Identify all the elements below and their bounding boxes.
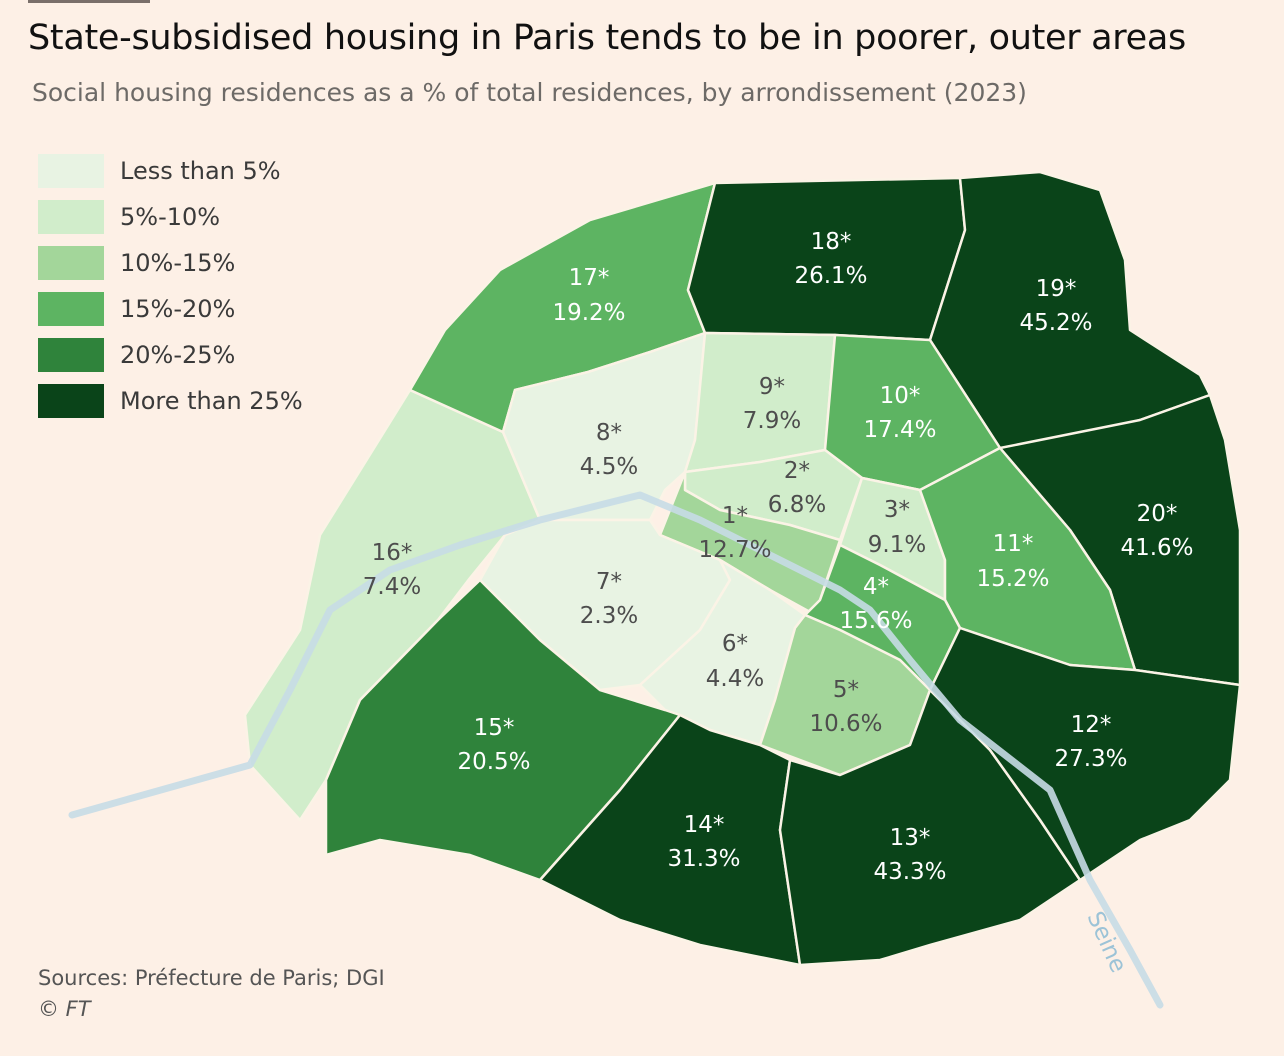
label-arr-14: 14* 31.3% [667,812,740,872]
label-arr-6: 6* 4.4% [706,631,764,692]
legend-swatch [38,292,104,326]
legend-label: 20%-25% [120,341,236,369]
arr-number: 18* [811,229,852,255]
arr-number: 10* [880,383,921,409]
arr-value: 27.3% [1054,746,1127,772]
arr-number: 5* [833,677,859,703]
top-rule [28,0,150,3]
label-arr-8: 8* 4.5% [580,420,638,480]
arr-number: 6* [722,631,748,657]
arr-value: 26.1% [794,263,867,289]
chart-title: State-subsidised housing in Paris tends … [28,18,1186,58]
arr-number: 11* [993,531,1034,557]
arr-value: 10.6% [809,711,882,737]
label-arr-20: 20* 41.6% [1120,501,1193,561]
arr-value: 15.2% [976,566,1049,592]
arr-value: 4.5% [580,454,638,480]
arr-number: 9* [759,374,785,400]
arrondissement-12 [928,626,1242,882]
arr-number: 17* [569,265,610,291]
legend-label: 15%-20% [120,295,236,323]
arr-value: 9.1% [868,532,926,558]
label-arr-5: 5* 10.6% [809,677,882,737]
arr-value: 4.4% [706,666,764,692]
arr-value: 17.4% [863,417,936,443]
label-arr-3: 3* 9.1% [868,497,926,558]
label-arr-15: 15* 20.5% [457,715,530,775]
legend-swatch [38,384,104,418]
arrondissement-8 [501,331,707,522]
arr-number: 7* [596,569,622,595]
seine-river [68,491,1164,1009]
legend-swatch [38,200,104,234]
arr-number: 4* [863,574,889,600]
label-arr-18: 18* 26.1% [794,229,867,289]
arr-value: 2.3% [580,603,638,629]
label-arr-12: 12* 27.3% [1054,712,1127,772]
legend-item-less-than-5: Less than 5% [38,153,281,189]
arr-number: 20* [1137,501,1178,527]
arr-value: 20.5% [457,749,530,775]
label-arr-7: 7* 2.3% [580,569,638,629]
arr-value: 19.2% [552,300,625,326]
legend-item-15-20: 15%-20% [38,291,235,327]
label-arr-4: 4* 15.6% [839,574,912,634]
legend-label: 5%-10% [120,203,221,231]
label-arr-16: 16* 7.4% [363,540,421,600]
arr-value: 45.2% [1019,310,1092,336]
arr-value: 31.3% [667,846,740,872]
legend-item-10-15: 10%-15% [38,245,235,281]
legend-item-5-10: 5%-10% [38,199,220,235]
source-note: Sources: Préfecture de Paris; DGI [38,966,385,990]
legend-swatch [38,338,104,372]
label-arr-13: 13* 43.3% [873,825,946,885]
label-arr-1: 1* 12.7% [698,503,771,563]
legend-item-more-than-25: More than 25% [38,383,303,419]
arr-value: 12.7% [698,537,771,563]
arr-number: 19* [1036,276,1077,302]
arr-value: 15.6% [839,608,912,634]
arr-number: 14* [684,812,725,838]
label-arr-10: 10* 17.4% [863,383,936,443]
legend-label: More than 25% [120,387,303,415]
arr-value: 7.9% [743,408,801,434]
arr-number: 12* [1071,712,1112,738]
credit-note: © FT [38,997,91,1021]
legend-label: 10%-15% [120,249,236,277]
label-arr-9: 9* 7.9% [743,374,801,434]
arr-number: 13* [890,825,931,851]
legend-item-20-25: 20%-25% [38,337,235,373]
chart-subtitle: Social housing residences as a % of tota… [32,78,1027,107]
arr-number: 1* [722,503,748,529]
arr-number: 3* [884,497,910,523]
legend-swatch [38,246,104,280]
label-arr-11: 11* 15.2% [976,531,1049,592]
arr-value: 7.4% [363,574,421,600]
arr-value: 43.3% [873,859,946,885]
arr-number: 2* [784,458,810,484]
arr-number: 15* [474,715,515,741]
label-arr-17: 17* 19.2% [552,265,625,326]
arr-number: 16* [372,540,413,566]
arr-number: 8* [596,420,622,446]
arrondissement-15 [324,578,682,882]
arrondissement-18 [686,176,967,342]
label-arr-19: 19* 45.2% [1019,276,1092,336]
legend-swatch [38,154,104,188]
arr-value: 41.6% [1120,535,1193,561]
arr-value: 6.8% [768,492,826,518]
label-arr-2: 2* 6.8% [768,458,826,518]
legend-label: Less than 5% [120,157,281,185]
